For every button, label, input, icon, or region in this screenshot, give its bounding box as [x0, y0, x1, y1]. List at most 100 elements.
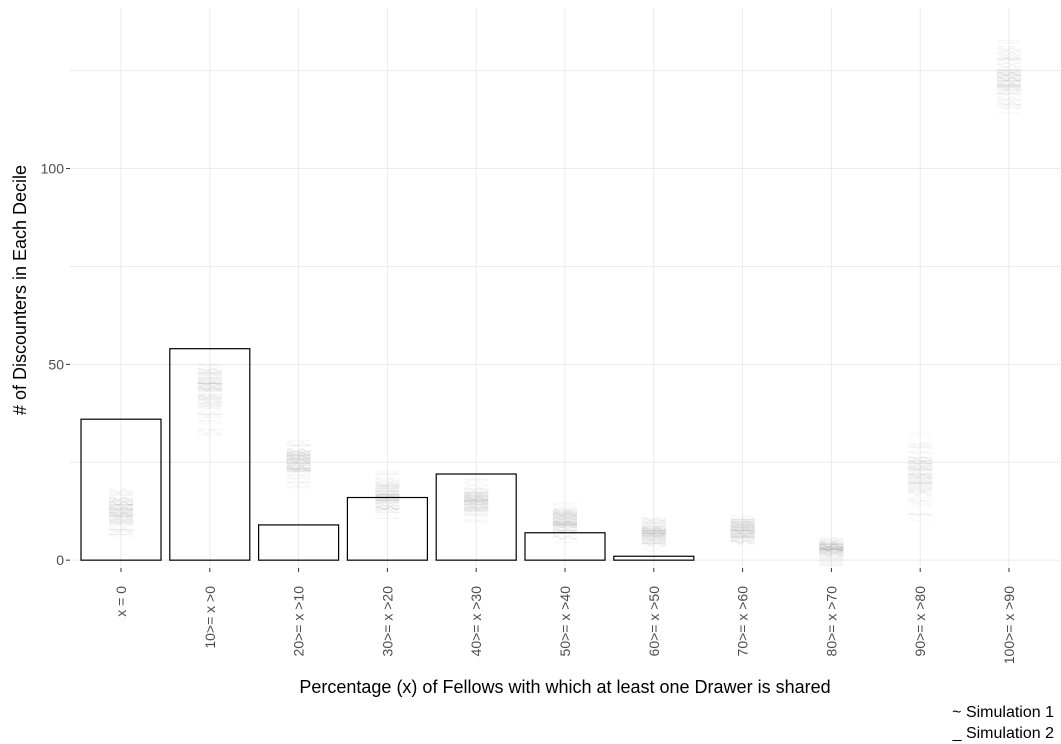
legend-simulation-1: ~ Simulation 1 [952, 704, 1054, 721]
simulation-1-mark [552, 521, 578, 526]
simulation-1-mark [108, 489, 134, 494]
simulation-1-mark [286, 458, 311, 463]
simulation-1-mark [197, 380, 223, 385]
simulation-1-mark [819, 545, 844, 550]
simulation-1-mark [197, 372, 223, 377]
simulation-1-mark [197, 395, 223, 400]
simulation-1-mark [197, 413, 223, 418]
simulation-1-mark [375, 499, 400, 504]
simulation-1-mark [819, 541, 844, 546]
simulation-1-mark [375, 482, 400, 487]
simulation-1-mark [552, 523, 578, 528]
simulation-1-mark [463, 495, 489, 500]
simulation-1-mark [197, 385, 223, 390]
simulation-1-mark [819, 550, 844, 555]
simulation-1-mark [108, 511, 134, 516]
simulation-1-mark [463, 509, 489, 514]
simulation-1-mark [907, 500, 933, 505]
simulation-1-mark [819, 547, 844, 552]
simulation-1-mark [197, 399, 223, 404]
simulation-1-mark [375, 509, 400, 514]
bar-1 [169, 348, 251, 561]
simulation-1-mark [819, 553, 844, 558]
simulation-1-mark [819, 548, 844, 553]
simulation-1-mark [375, 514, 400, 519]
simulation-1-mark [286, 452, 311, 457]
simulation-1-mark [463, 496, 489, 501]
simulation-1-mark [463, 487, 489, 492]
simulation-1-mark [819, 544, 844, 549]
simulation-1-mark [463, 497, 489, 502]
simulation-1-mark [463, 513, 489, 518]
simulation-1-mark [197, 363, 223, 368]
simulation-1-mark [819, 547, 844, 552]
x-tick-label: 100>= x >90 [1001, 586, 1017, 664]
simulation-1-mark [463, 495, 489, 500]
x-tick-label: 70>= x >60 [735, 586, 751, 657]
simulation-1-mark [108, 507, 134, 512]
simulation-1-mark [641, 531, 667, 536]
simulation-1-mark [996, 51, 1022, 56]
simulation-1-mark [907, 479, 933, 484]
simulation-1-mark [197, 397, 223, 402]
simulation-1-mark [819, 536, 844, 541]
simulation-1-mark [197, 402, 223, 407]
simulation-1-mark [375, 506, 400, 511]
simulation-1-mark [996, 83, 1022, 88]
simulation-1-mark [108, 497, 134, 502]
simulation-1-mark [108, 513, 134, 518]
simulation-1-mark [907, 444, 933, 449]
simulation-1-mark [730, 518, 755, 523]
simulation-1-mark [996, 86, 1022, 91]
simulation-1-mark [375, 487, 400, 492]
simulation-1-mark [730, 528, 755, 533]
simulation-1-mark [463, 501, 489, 506]
simulation-1-mark [730, 536, 755, 541]
simulation-1-mark [108, 501, 134, 506]
simulation-1-mark [819, 544, 844, 549]
simulation-1-mark [197, 387, 223, 392]
simulation-1-mark [463, 492, 489, 497]
simulation-1-mark [286, 465, 311, 470]
simulation-1-mark [197, 406, 223, 411]
simulation-1-mark [375, 505, 400, 510]
simulation-1-mark [197, 431, 223, 436]
simulation-1-mark [907, 450, 933, 455]
simulation-1-mark [641, 542, 667, 547]
simulation-1-mark [907, 468, 933, 473]
simulation-1-mark [463, 499, 489, 504]
simulation-1-mark [108, 534, 134, 539]
simulation-1-mark [197, 429, 223, 434]
simulation-1-mark [907, 446, 933, 451]
simulation-1-mark [996, 102, 1022, 107]
simulation-1-mark [996, 83, 1022, 88]
x-tick-label: 80>= x >70 [823, 586, 839, 657]
simulation-1-mark [375, 502, 400, 507]
simulation-1-mark [375, 477, 400, 482]
simulation-1-mark [996, 85, 1022, 90]
simulation-1-mark [730, 525, 755, 530]
simulation-1-mark [197, 382, 223, 387]
simulation-1-mark [375, 491, 400, 496]
simulation-1-mark [108, 528, 134, 533]
simulation-1-mark [730, 540, 755, 545]
simulation-1-mark [108, 499, 134, 504]
simulation-1-mark [286, 467, 311, 472]
simulation-1-mark [730, 526, 755, 531]
simulation-1-mark [996, 101, 1022, 106]
simulation-1-mark [463, 495, 489, 500]
simulation-1-mark [730, 527, 755, 532]
simulation-1-mark [463, 511, 489, 516]
x-axis-ticks: x = 0 10>= x >0 20>= x >10 30>= x >20 40>= x… [113, 568, 1017, 664]
simulation-1-mark [375, 483, 400, 488]
bar-5 [524, 532, 606, 561]
simulation-1-mark [907, 466, 933, 471]
simulation-1-mark [375, 479, 400, 484]
simulation-1-mark [197, 394, 223, 399]
simulation-1-mark [108, 505, 134, 510]
bar-0 [80, 418, 162, 561]
simulation-1-mark [197, 420, 223, 425]
simulation-1-mark [641, 528, 667, 533]
simulation-1-mark [286, 453, 311, 458]
simulation-1-mark [907, 499, 933, 504]
